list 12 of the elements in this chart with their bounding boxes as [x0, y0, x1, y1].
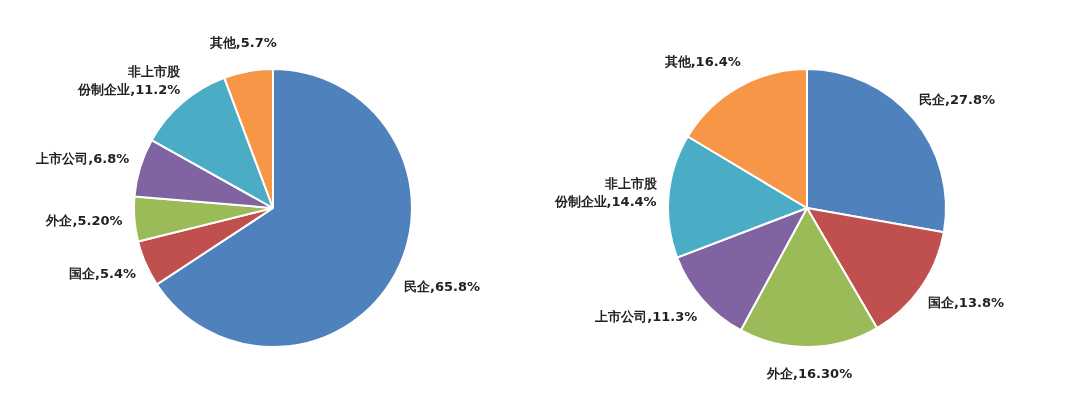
- slice-label: 上市公司,6.8%: [35, 150, 130, 166]
- slice-label: 民企,65.8%: [404, 278, 481, 294]
- slice-label: 其他,5.7%: [208, 35, 277, 51]
- slice-label: 非上市股份制企业,14.4%: [553, 175, 658, 209]
- slice-label: 上市公司,11.3%: [594, 309, 698, 325]
- slice-label: 外企,16.30%: [766, 366, 853, 382]
- slice-label: 国企,13.8%: [927, 294, 1004, 310]
- slice-label: 外企,5.20%: [45, 212, 123, 228]
- slice-label: 非上市股份制企业,11.2%: [77, 63, 182, 97]
- slice-label: 其他,16.4%: [663, 54, 741, 70]
- slice-label: 民企,27.8%: [919, 92, 996, 108]
- slice-label: 国企,5.4%: [69, 266, 137, 282]
